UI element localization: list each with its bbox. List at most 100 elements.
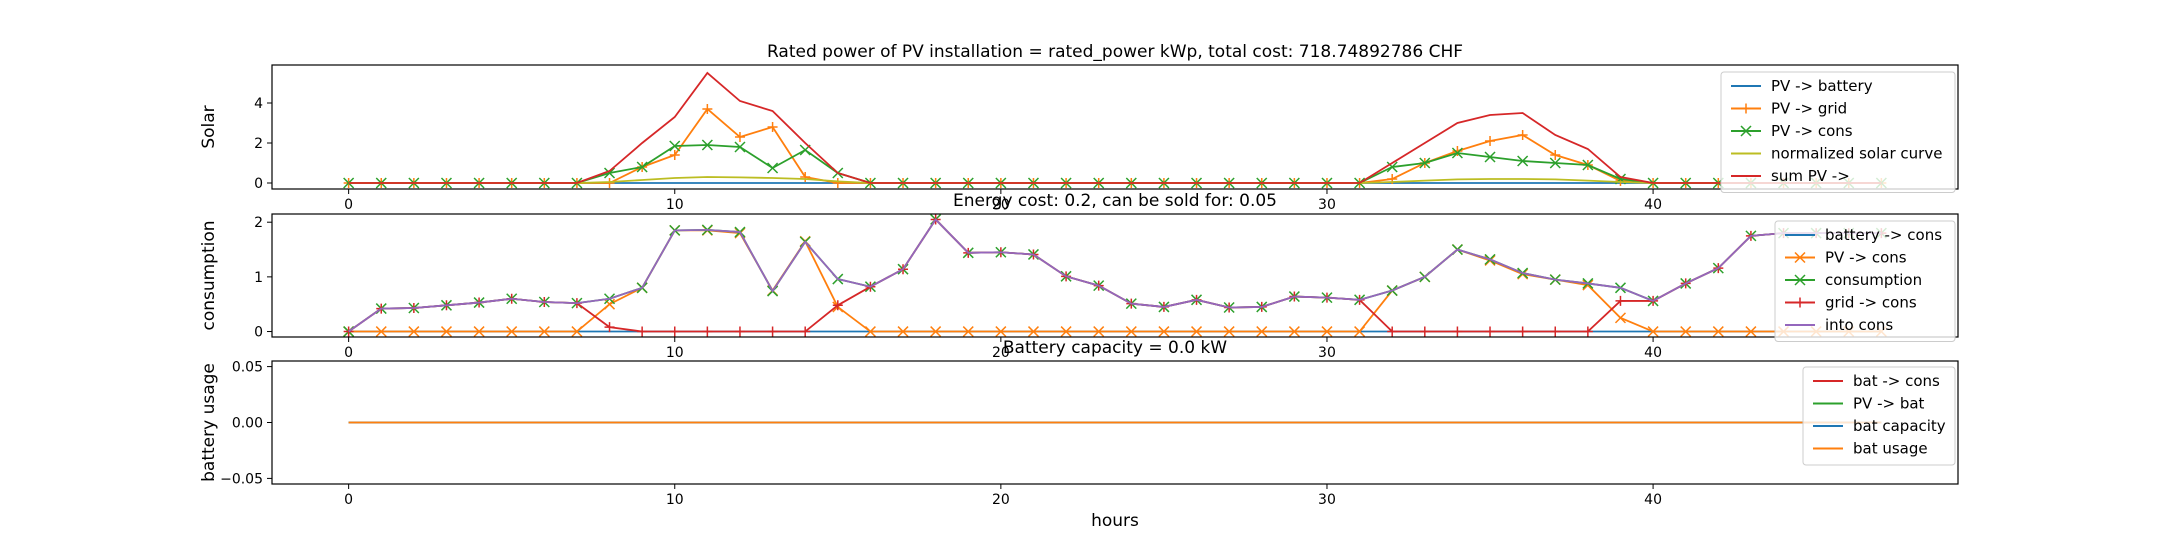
y-tick-label: 0 — [254, 176, 263, 192]
x-tick-label: 40 — [1644, 345, 1662, 361]
data-point — [1387, 326, 1398, 337]
x-tick-label: 40 — [1644, 197, 1662, 213]
data-point — [1745, 326, 1757, 337]
legend-marker — [1795, 297, 1805, 308]
data-point — [734, 132, 745, 142]
legend: bat -> cons PV -> bat bat capacity bat usag… — [1802, 366, 1956, 466]
data-point — [636, 161, 648, 173]
legend-label: bat capacity — [1853, 417, 1946, 435]
data-point — [1582, 326, 1593, 337]
x-tick-label: 0 — [344, 345, 353, 361]
y-axis-label: consumption — [199, 220, 219, 330]
data-point — [1452, 326, 1463, 337]
axes-frame — [271, 213, 1959, 338]
series-line-pv-cons — [348, 144, 1882, 184]
data-point — [1386, 161, 1398, 173]
data-point — [930, 326, 942, 337]
y-tick-label: 4 — [254, 96, 263, 112]
data-point — [1517, 130, 1528, 140]
data-point — [897, 326, 909, 337]
x-tick-label: 30 — [1318, 345, 1336, 361]
data-point — [669, 150, 680, 160]
data-point — [343, 326, 354, 337]
legend-box — [1802, 366, 1956, 466]
data-point — [1484, 151, 1496, 163]
data-point — [1485, 326, 1496, 337]
data-point — [1582, 279, 1594, 291]
data-point — [702, 104, 713, 114]
data-point — [701, 139, 713, 151]
x-tick-label: 40 — [1644, 492, 1662, 508]
data-point — [1190, 326, 1203, 337]
x-tick-label: 10 — [666, 197, 684, 213]
y-tick-label: 2 — [254, 215, 263, 231]
data-point — [1093, 326, 1105, 337]
x-tick-label: 20 — [992, 345, 1010, 361]
data-point — [1158, 326, 1170, 337]
subplot-consumption: Energy cost: 0.2, can be sold for: 0.05 c… — [199, 191, 1959, 361]
data-point — [603, 298, 616, 310]
y-tick-label: −0.05 — [220, 471, 263, 487]
y-axis-label: Solar — [199, 105, 219, 148]
y-axis-label: battery usage — [199, 363, 219, 482]
subplot-battery: Battery capacity = 0.0 kW battery usage ho… — [199, 338, 1959, 531]
data-point — [1614, 312, 1627, 324]
legend-label: battery -> cons — [1825, 226, 1942, 244]
legend-label: bat -> cons — [1853, 372, 1940, 390]
data-point — [1321, 326, 1333, 337]
data-point — [767, 162, 779, 174]
series-line-consumption — [348, 218, 1882, 333]
legend-label: PV -> cons — [1825, 249, 1907, 267]
y-tick-label: 2 — [254, 136, 263, 152]
data-point — [1288, 326, 1300, 337]
data-point — [702, 326, 713, 337]
data-point — [1517, 155, 1529, 167]
data-point — [1452, 146, 1463, 156]
data-point — [669, 326, 680, 337]
x-tick-label: 20 — [992, 197, 1010, 213]
data-point — [1485, 136, 1496, 146]
legend-marker — [1794, 251, 1806, 264]
data-point — [1712, 326, 1724, 337]
y-tick-label: 0.05 — [232, 360, 263, 376]
data-point — [669, 140, 681, 152]
legend: battery -> cons PV -> cons consumption grid… — [1774, 220, 1956, 342]
plot-area — [343, 214, 1887, 337]
data-point — [538, 326, 550, 337]
y-tick-label: 0 — [254, 325, 263, 341]
series-line-grid-cons — [348, 218, 1882, 333]
legend-label: bat usage — [1853, 440, 1928, 458]
data-point — [375, 326, 387, 337]
data-point — [637, 326, 648, 337]
series-line-into-cons — [348, 218, 1882, 333]
subplot-title: Battery capacity = 0.0 kW — [1003, 338, 1227, 358]
x-tick-label: 0 — [344, 197, 353, 213]
data-point — [1060, 326, 1072, 337]
data-point — [864, 326, 876, 337]
legend-label: PV -> grid — [1771, 100, 1847, 118]
x-tick-label: 30 — [1318, 197, 1336, 213]
data-point — [1125, 326, 1137, 337]
x-tick-label: 10 — [666, 492, 684, 508]
legend-marker — [1741, 103, 1751, 114]
data-point — [1647, 326, 1659, 337]
y-tick-label: 0.00 — [232, 416, 263, 432]
data-point — [734, 326, 745, 337]
data-point — [1354, 326, 1366, 337]
legend-label: grid -> cons — [1825, 294, 1917, 312]
axes-frame — [271, 64, 1959, 190]
legend-marker — [1740, 125, 1752, 137]
data-point — [962, 326, 974, 337]
data-point — [1223, 326, 1235, 337]
data-point — [1615, 295, 1626, 306]
subplot-solar: Rated power of PV installation = rated_p… — [199, 42, 1959, 213]
data-point — [734, 141, 746, 153]
data-point — [800, 326, 811, 337]
data-point — [571, 326, 583, 337]
data-point — [440, 326, 453, 337]
data-point — [1582, 159, 1594, 171]
data-point — [1549, 157, 1561, 169]
data-point — [1550, 150, 1561, 160]
legend-box — [1774, 220, 1956, 342]
plot-area — [343, 71, 1887, 189]
